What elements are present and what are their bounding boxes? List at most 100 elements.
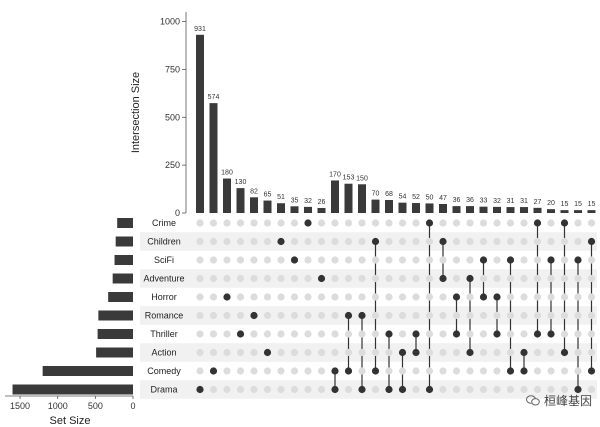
matrix-dot-inactive [493,367,501,375]
matrix-dot-inactive [304,348,312,357]
intersection-bar [398,202,407,213]
matrix-dot-active [425,219,434,227]
matrix-dot-inactive [344,219,353,227]
matrix-dot-inactive [344,237,353,246]
matrix-dot-inactive [196,256,204,264]
matrix-dot-inactive [290,330,299,338]
matrix-dot-inactive [452,367,461,375]
intersection-matrix [196,219,596,394]
matrix-dot-inactive [439,367,447,375]
matrix-dot-inactive [533,385,542,394]
set-label: Thriller [150,329,178,339]
intersection-bar-label: 33 [480,198,488,205]
intersection-bar [520,207,528,213]
intersection-bar-label: 50 [426,194,434,201]
matrix-dot-inactive [209,348,218,357]
matrix-dot-inactive [574,367,582,375]
matrix-dot-inactive [358,330,366,338]
matrix-dot-inactive [223,311,231,320]
matrix-dot-inactive [398,367,407,375]
matrix-dot-inactive [560,237,569,246]
matrix-dot-inactive [587,330,596,338]
matrix-dot-inactive [520,385,528,394]
matrix-dot-inactive [358,219,366,227]
matrix-dot-inactive [317,219,326,227]
matrix-dot-active [466,274,474,283]
matrix-dot-inactive [533,256,542,264]
matrix-dot-inactive [398,293,407,301]
matrix-dot-active [331,385,339,394]
matrix-dot-inactive [479,237,488,246]
intersection-bar-label: 26 [318,199,326,206]
set-size-bar [114,255,133,265]
matrix-dot-inactive [452,256,461,264]
matrix-dot-inactive [493,348,501,357]
matrix-dot-inactive [520,330,528,338]
matrix-dot-inactive [398,256,407,264]
matrix-dot-inactive [425,367,434,375]
set-size-bar [112,273,133,284]
intersection-bar-label: 47 [439,195,447,202]
matrix-dot-inactive [331,348,339,357]
matrix-dot-inactive [223,330,231,338]
matrix-dot-inactive [506,237,515,246]
intersection-bar-label: 31 [520,198,528,205]
y-axis-title: Intersection Size [130,72,142,153]
matrix-dot-inactive [263,330,272,338]
intersection-size-axis: 0 250 500 750 1000 Intersection Size [130,12,187,218]
matrix-dot-inactive [277,348,285,357]
matrix-dot-inactive [466,256,474,264]
matrix-dot-inactive [277,256,285,264]
matrix-dot-active [304,219,312,227]
intersection-bar-label: 70 [372,191,380,198]
set-label: SciFi [154,255,174,265]
matrix-dot-inactive [317,348,326,357]
matrix-dot-inactive [425,293,434,301]
matrix-dot-inactive [466,237,474,246]
matrix-dot-active [358,311,366,320]
matrix-dot-inactive [317,237,326,246]
matrix-dot-inactive [263,237,272,246]
matrix-dot-inactive [236,274,245,283]
matrix-dot-inactive [290,293,299,301]
y-tick-label: 0 [175,208,180,218]
matrix-dot-inactive [574,219,582,227]
intersection-bar-label: 931 [194,26,206,33]
matrix-dot-inactive [209,330,218,338]
matrix-dot-inactive [425,274,434,283]
matrix-dot-active [223,293,231,301]
matrix-dot-inactive [425,256,434,264]
y-tick-label: 250 [165,160,180,170]
matrix-dot-inactive [371,274,380,283]
intersection-bar-label: 15 [561,201,569,208]
set-size-tick-label: 1000 [48,401,68,411]
set-label: Comedy [147,366,181,376]
intersection-bar [574,210,582,213]
matrix-dot-active [385,330,393,338]
matrix-dot-active [560,348,569,357]
matrix-dot-inactive [236,256,245,264]
matrix-dot-inactive [574,311,582,320]
intersection-bar [277,203,285,213]
matrix-dot-inactive [547,311,555,320]
matrix-dot-inactive [209,385,218,394]
matrix-dot-inactive [479,348,488,357]
matrix-dot-inactive [412,274,420,283]
matrix-dot-inactive [290,311,299,320]
matrix-dot-inactive [425,348,434,357]
matrix-dot-inactive [506,274,515,283]
matrix-dot-inactive [547,293,555,301]
matrix-dot-inactive [439,293,447,301]
matrix-dot-inactive [520,274,528,283]
matrix-dot-inactive [304,237,312,246]
matrix-dot-inactive [439,256,447,264]
intersection-bar [223,178,231,213]
matrix-dot-active [398,385,407,394]
matrix-dot-inactive [466,367,474,375]
intersection-bar [263,200,272,213]
matrix-dot-inactive [344,274,353,283]
matrix-dot-inactive [574,348,582,357]
matrix-dot-inactive [385,219,393,227]
matrix-dot-inactive [533,311,542,320]
matrix-dot-inactive [412,237,420,246]
